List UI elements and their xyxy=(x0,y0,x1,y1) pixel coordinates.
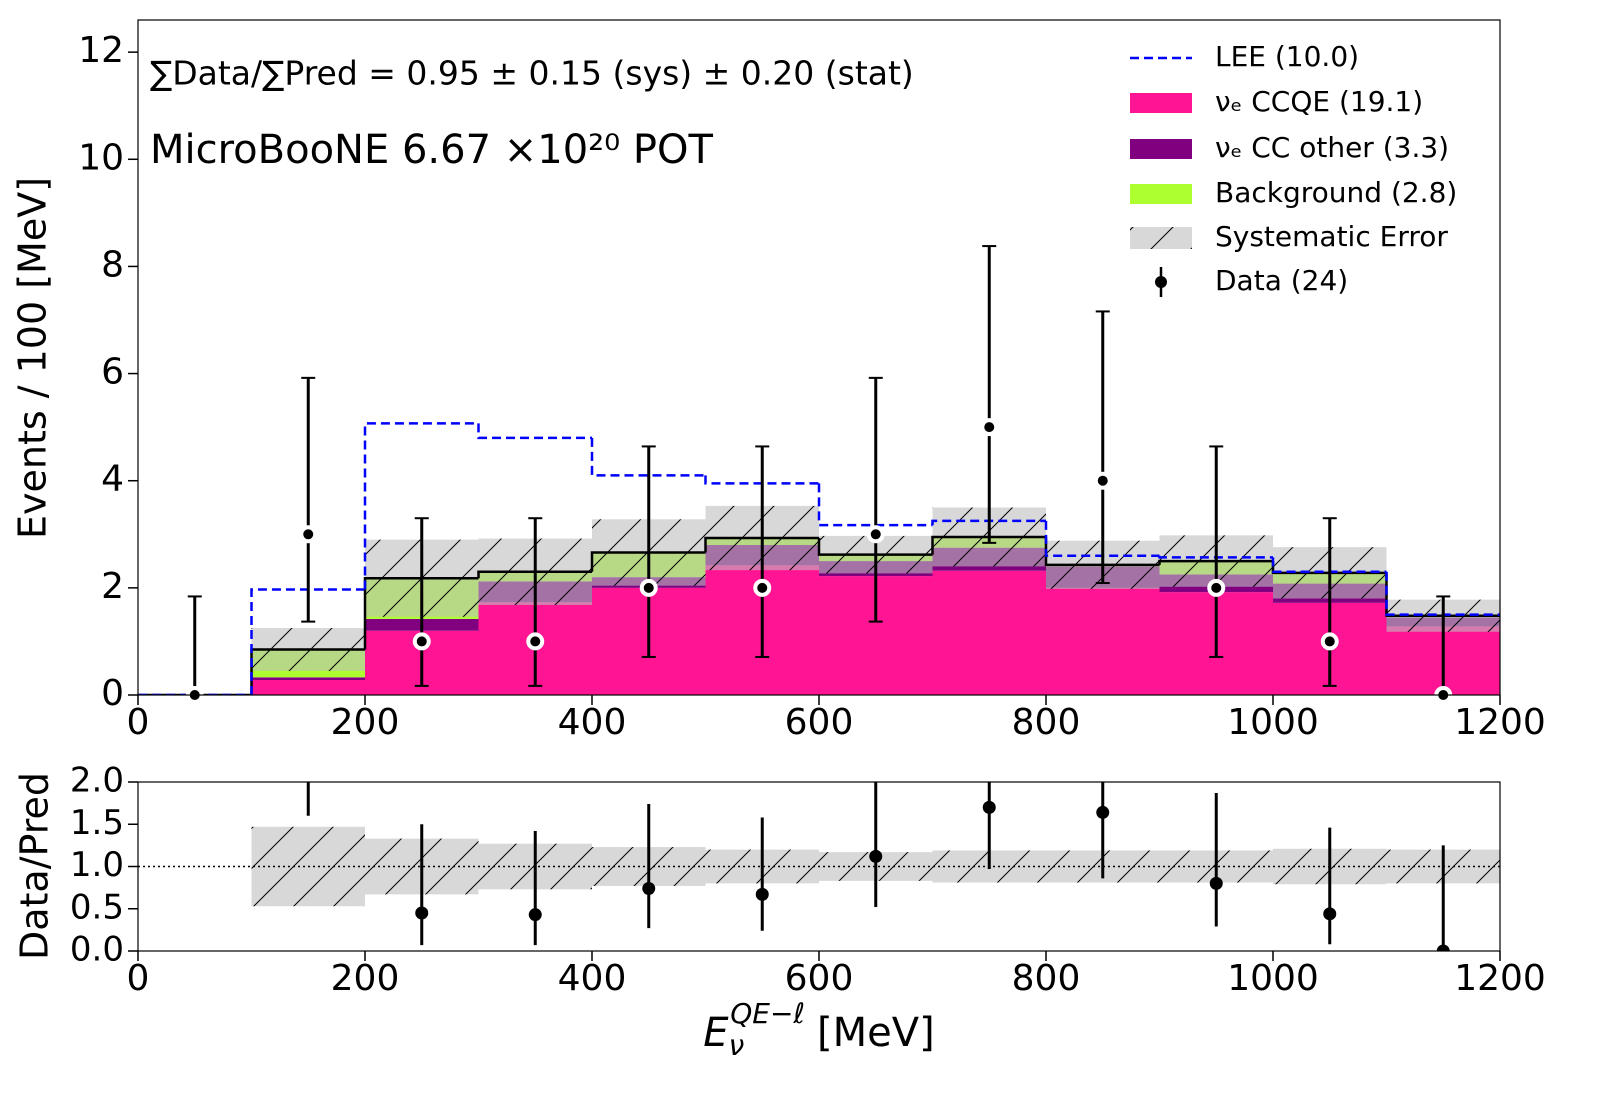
ratio-panel: 0 200 400 600 800 1000 1200 0.00.51.01.52.0 Data… xyxy=(13,761,1546,1063)
legend-label: νₑ CC other (3.3) xyxy=(1215,131,1449,164)
stack-bar xyxy=(251,677,365,680)
x-tick-label: 0 xyxy=(127,702,150,743)
main-panel: 0 200 400 600 800 1000 1200 0 2 4 6 8 10 12 Events / 1… xyxy=(11,19,1546,743)
x-axis-label: EνQE−ℓ [MeV] xyxy=(703,997,934,1062)
lee-line xyxy=(1158,555,1273,559)
data-point xyxy=(1207,578,1226,597)
y-tick-label: 0.0 xyxy=(70,930,124,970)
x-tick-label: 800 xyxy=(1012,958,1081,999)
y-axis-label: Events / 100 [MeV] xyxy=(11,177,55,539)
y-tick-label: 4 xyxy=(101,459,124,500)
lee-line xyxy=(363,422,479,590)
data-point xyxy=(642,881,656,895)
data-point xyxy=(866,525,885,544)
y-tick-label: 6 xyxy=(101,352,124,393)
data-point xyxy=(528,908,542,922)
legend-swatch xyxy=(1130,227,1192,249)
lee-line xyxy=(931,519,1046,526)
legend-swatch xyxy=(1155,276,1167,288)
x-label-symbol: E xyxy=(703,1010,729,1056)
stack-outline xyxy=(704,536,819,553)
annotation: MicroBooNE 6.67 ×10²⁰ POT xyxy=(150,127,714,173)
legend-label: νₑ CCQE (19.1) xyxy=(1215,85,1423,118)
x-tick-label: 400 xyxy=(558,702,627,743)
stack-outline xyxy=(931,535,1046,555)
x-tick-label: 1200 xyxy=(1454,958,1546,999)
data-point xyxy=(415,906,429,920)
x-tick-label: 400 xyxy=(558,958,627,999)
y-tick-label: 2 xyxy=(101,566,124,607)
x-tick-label: 600 xyxy=(785,702,854,743)
data-point xyxy=(526,632,545,651)
data-point xyxy=(755,887,769,901)
legend-label: Background (2.8) xyxy=(1215,176,1457,209)
annotation: ∑Data/∑Pred = 0.95 ± 0.15 (sys) ± 0.20 (… xyxy=(150,54,914,93)
stack-bar xyxy=(932,570,1046,695)
x-tick-label: 1200 xyxy=(1454,702,1546,743)
x-label-sup: QE−ℓ xyxy=(730,997,805,1030)
data-point xyxy=(869,849,883,863)
y-tick-label: 2.0 xyxy=(70,761,124,801)
y-tick-label: 8 xyxy=(101,244,124,285)
x-tick-label: 200 xyxy=(331,702,400,743)
data-point xyxy=(1093,471,1112,490)
lee-line xyxy=(1385,571,1500,616)
x-tick-label: 800 xyxy=(1012,702,1081,743)
lee-line xyxy=(590,437,706,477)
stack-outline xyxy=(590,551,706,572)
y-tick-label: 1.0 xyxy=(70,845,124,885)
y-tick-label: 0 xyxy=(101,673,124,714)
stack-bar xyxy=(1046,587,1160,695)
data-point xyxy=(299,525,318,544)
data-point xyxy=(1209,876,1223,890)
lee-line xyxy=(817,483,933,527)
stack-outline xyxy=(817,538,933,556)
lee-line xyxy=(1044,520,1160,557)
legend-label: Systematic Error xyxy=(1215,220,1448,253)
plot-area xyxy=(138,782,1500,951)
data-point xyxy=(980,418,999,437)
y-axis-label: Data/Pred xyxy=(13,772,57,960)
legend-label: Data (24) xyxy=(1215,264,1348,297)
lee-line xyxy=(1271,557,1387,574)
stack-bar xyxy=(251,680,365,695)
x-tick-label: 600 xyxy=(785,958,854,999)
x-tick-label: 200 xyxy=(331,958,400,999)
data-point xyxy=(753,578,772,597)
y-tick-label: 12 xyxy=(78,30,124,71)
legend-label: LEE (10.0) xyxy=(1215,40,1359,73)
lee-line xyxy=(704,475,819,485)
lee-line xyxy=(250,588,365,695)
plot-area xyxy=(138,422,1500,695)
lee-line xyxy=(477,423,592,440)
data-point xyxy=(412,632,431,651)
y-tick-label: 1.5 xyxy=(70,803,124,843)
stack-outline xyxy=(1158,559,1273,565)
data-point xyxy=(982,800,996,814)
data-point xyxy=(1096,805,1110,819)
data-point xyxy=(639,578,658,597)
stack-outline xyxy=(1044,536,1160,567)
data-point xyxy=(1323,907,1337,921)
legend-swatch xyxy=(1130,184,1192,204)
x-label-sub: ν xyxy=(729,1029,745,1062)
x-tick-label: 0 xyxy=(127,958,150,999)
y-tick-label: 10 xyxy=(78,137,124,178)
x-label-unit: [MeV] xyxy=(817,1010,935,1056)
y-tick-label: 0.5 xyxy=(70,887,124,927)
data-point xyxy=(1320,632,1339,651)
legend-swatch xyxy=(1130,139,1192,159)
x-tick-label: 1000 xyxy=(1227,702,1319,743)
stack-outline xyxy=(363,576,479,650)
stack-outline xyxy=(477,570,592,579)
legend-swatch xyxy=(1130,93,1192,113)
x-tick-label: 1000 xyxy=(1227,958,1319,999)
data-point xyxy=(1436,944,1450,951)
